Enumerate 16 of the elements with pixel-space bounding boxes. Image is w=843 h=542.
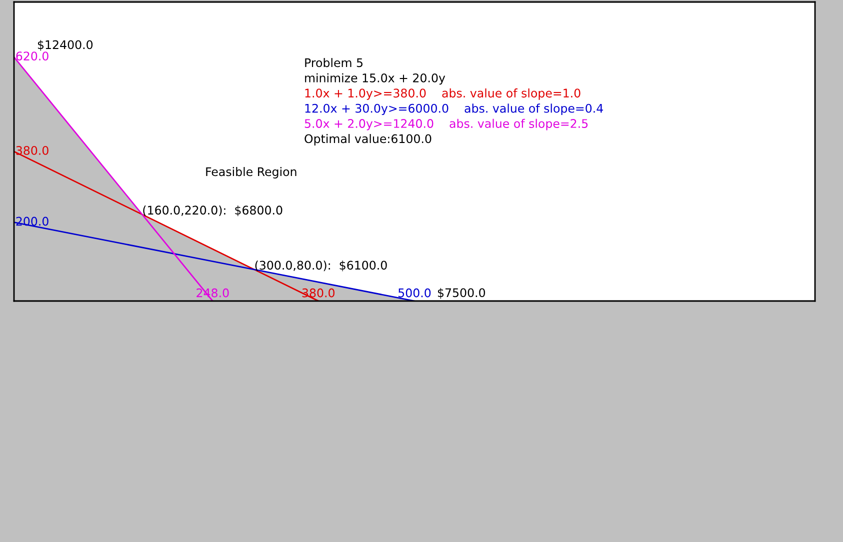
text: 1.0x + 1.0y>=380.0 abs. value of slope=1.0 <box>305 88 580 100</box>
text: 12.0x + 30.0y>=6000.0 abs. value of slope=0.4 <box>305 104 603 116</box>
y-tick-label: 200.0 <box>16 216 48 226</box>
annotation: Optimal value:6100.0 <box>304 134 432 146</box>
annotation: (160.0,220.0): $6800.0 <box>143 205 282 216</box>
y-tick-label: 380.0 <box>16 146 48 155</box>
x-tick-label: 380.0 <box>302 288 334 298</box>
annotation: Feasible Region <box>206 167 296 178</box>
annotation: (300.0,80.0): $6100.0 <box>255 260 387 272</box>
text: 5.0x + 2.0y>=1240.0 abs. value of slope=2.5 <box>304 118 588 130</box>
annotation: $12400.0 <box>38 40 93 51</box>
text: Problem 5 <box>305 58 362 68</box>
x-tick-label: 500.0 <box>398 288 431 298</box>
y-tick-label: 620.0 <box>16 52 48 61</box>
annotation: $7500.0 <box>438 288 486 299</box>
text: minimize 15.0x + 20.0y <box>305 73 446 85</box>
